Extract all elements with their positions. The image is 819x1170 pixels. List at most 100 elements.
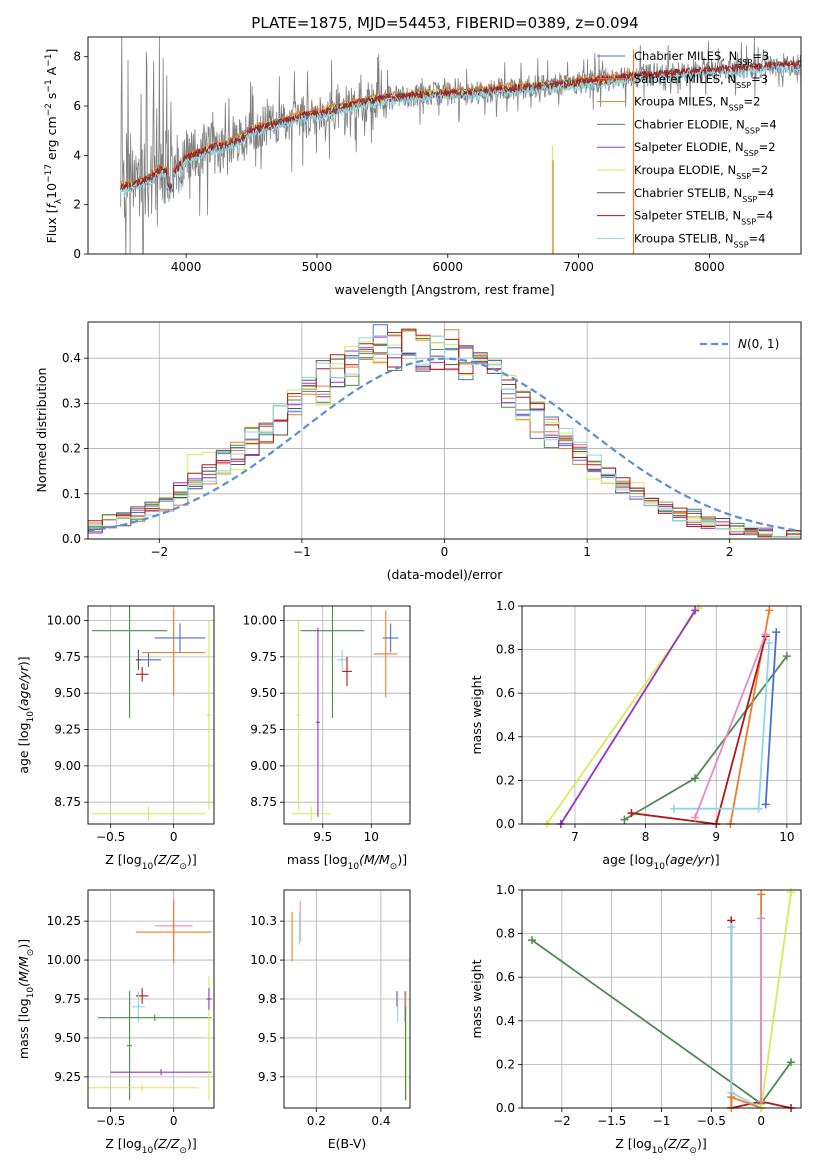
label-part: )]	[187, 852, 197, 867]
x-axis-label: E(B-V)	[328, 1136, 367, 1151]
y-tick-label: 1.0	[496, 883, 515, 897]
x-tick-label: 2	[726, 545, 734, 559]
model-kroupa-stelib	[120, 64, 801, 196]
axes-frame	[87, 889, 215, 1109]
label-part: Chabrier ELODIE, N	[634, 117, 745, 131]
weight-marker	[782, 652, 791, 661]
label-part: =4	[756, 209, 773, 223]
y-tick-label: 1.0	[496, 599, 515, 613]
weight-marker	[757, 914, 766, 923]
label-part: 10	[652, 1146, 664, 1156]
label-part: (Z/Z	[663, 1136, 690, 1151]
x-tick-label: 0	[170, 830, 178, 844]
errorbar	[206, 988, 212, 1010]
plot-area	[291, 900, 407, 1101]
y-tick-label: 0.1	[62, 487, 81, 501]
y-tick-label: 0.3	[62, 396, 81, 410]
axes-frame	[521, 605, 802, 825]
x-tick-label: 4000	[171, 260, 202, 274]
y-tick-label: 0.6	[496, 970, 515, 984]
x-tick-label: 10	[779, 830, 794, 844]
weight-marker	[527, 936, 536, 945]
errorbar	[342, 656, 352, 686]
y-tick-label: 0.4	[62, 351, 81, 365]
label-part: Z [log	[105, 852, 141, 867]
x-tick-label: −2	[553, 1114, 571, 1128]
weight-marker	[727, 923, 736, 932]
label-part: )]	[710, 852, 720, 867]
x-tick-label: −0.5	[96, 1114, 125, 1128]
label-part: mass [log	[287, 852, 348, 867]
label-part: SSP	[734, 240, 749, 249]
y-tick-label: 4	[73, 148, 81, 162]
label-part: )]	[16, 939, 31, 949]
label-part: mass [log	[16, 998, 31, 1059]
errorbar	[135, 649, 141, 670]
label-part: Chabrier STELIB, N	[634, 186, 742, 200]
y-tick-label: 9.00	[250, 759, 277, 773]
x-tick-label: 7	[571, 830, 579, 844]
errorbar	[135, 900, 212, 964]
errorbar	[291, 806, 331, 822]
label-part: =4	[757, 186, 774, 200]
weight-line	[730, 894, 762, 1108]
x-tick-label: 0	[757, 1114, 765, 1128]
label-part: (0, 1)	[747, 337, 779, 351]
label-part: SSP	[737, 58, 752, 67]
label-part: =2	[744, 95, 761, 109]
label-part: erg cm	[44, 116, 59, 164]
x-axis-label: age [log10(age/yr)]	[602, 852, 719, 872]
weight-marker	[727, 1093, 736, 1102]
x-tick-label: −0.5	[697, 1114, 726, 1128]
chart-weight_vs_Z: −2 −1.5 −1 −0.5 0 0.0 0.2 0.4 0.6 0.8 1.0 Z [log10(…	[469, 883, 802, 1156]
label-part: =4	[760, 117, 777, 131]
plot-area	[88, 324, 801, 538]
legend-label: Salpeter MILES, NSSP=3	[634, 72, 768, 90]
errorbar	[135, 667, 149, 682]
y-tick-label: 10.00	[243, 614, 277, 628]
label-part: Kroupa MILES, N	[634, 95, 729, 109]
weight-marker	[691, 606, 700, 615]
errorbar	[300, 606, 365, 718]
y-tick-label: 10.25	[47, 914, 81, 928]
label-part: SSP	[741, 217, 756, 226]
weight-marker	[669, 804, 678, 813]
errorbar	[135, 988, 149, 1004]
x-axis-label: Z [log10(Z/Z⊙)]	[615, 1136, 706, 1156]
legend-label: Kroupa ELODIE, NSSP=2	[634, 163, 768, 181]
weight-marker	[787, 888, 796, 897]
y-tick-label: 0.4	[496, 1014, 515, 1028]
y-tick-label: 9.25	[54, 723, 81, 737]
label-part: SSP	[729, 103, 744, 112]
label-part: )]	[16, 656, 31, 666]
errorbar	[91, 606, 168, 718]
x-tick-label: 7000	[563, 260, 594, 274]
x-tick-label: 9.5	[313, 830, 332, 844]
y-tick-label: 10.00	[47, 953, 81, 967]
errorbar	[88, 1084, 199, 1091]
label-part: SSP	[744, 149, 759, 158]
label-part: −2	[44, 103, 54, 116]
weight-line	[764, 632, 778, 805]
weight-line	[560, 609, 696, 824]
y-tick-label: 0.0	[62, 532, 81, 546]
weight-marker	[787, 1058, 796, 1067]
errorbar	[206, 620, 212, 810]
plot-area	[88, 897, 212, 1101]
label-part: (M/M	[359, 852, 390, 867]
y-tick-label: 9.25	[250, 723, 277, 737]
label-part: ⊙	[179, 1146, 187, 1156]
weight-marker	[691, 774, 700, 783]
x-tick-label: −2	[150, 545, 168, 559]
x-tick-label: 0	[441, 545, 449, 559]
x-axis-label: Z [log10(Z/Z⊙)]	[105, 1136, 196, 1156]
y-axis-label: age [log10(age/yr)]	[16, 656, 36, 773]
weight-line	[730, 927, 762, 1108]
axes-frame	[283, 605, 411, 825]
label-part: 10	[44, 183, 59, 199]
